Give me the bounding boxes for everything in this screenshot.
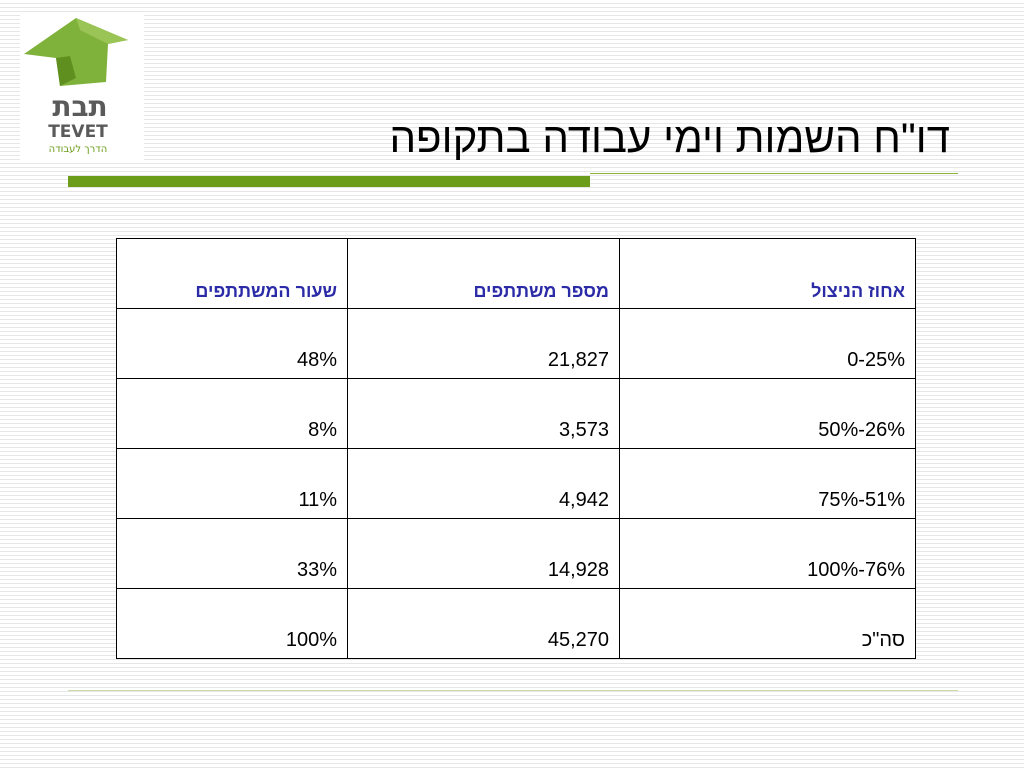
table-row: 75%-51% 4,942 11% — [116, 448, 916, 519]
table-row: 0-25% 21,827 48% — [116, 308, 916, 379]
cell-total-rate: 100% — [116, 588, 348, 659]
cell-total-label: סה"כ — [619, 588, 916, 659]
cell-participant-count: 4,942 — [347, 448, 620, 519]
cell-utilization-range: 0-25% — [619, 308, 916, 379]
cell-participant-rate: 8% — [116, 378, 348, 449]
cell-participant-count: 3,573 — [347, 378, 620, 449]
cell-participant-rate: 33% — [116, 518, 348, 589]
cell-total-count: 45,270 — [347, 588, 620, 659]
title-thin-rule — [590, 173, 958, 174]
cell-participant-rate: 48% — [116, 308, 348, 379]
cell-participant-count: 14,928 — [347, 518, 620, 589]
header-participant-rate: שעור המשתתפים — [116, 238, 348, 309]
tevet-logo: תבת TEVET הדרך לעבודה — [20, 12, 144, 160]
table-header-row: אחוז הניצול מספר משתתפים שעור המשתתפים — [116, 238, 916, 309]
cell-utilization-range: 75%-51% — [619, 448, 916, 519]
house-arrow-logo-icon: תבת TEVET הדרך לעבודה — [24, 18, 128, 155]
logo-latin-name: TEVET — [48, 122, 108, 142]
cell-utilization-range: 100%-76% — [619, 518, 916, 589]
header-utilization-percent: אחוז הניצול — [619, 238, 916, 309]
table-row: 100%-76% 14,928 33% — [116, 518, 916, 589]
title-accent-bar — [68, 176, 590, 187]
header-participant-count: מספר משתתפים — [347, 238, 620, 309]
utilization-table: אחוז הניצול מספר משתתפים שעור המשתתפים 0… — [116, 238, 916, 659]
cell-utilization-range: 50%-26% — [619, 378, 916, 449]
logo-tagline: הדרך לעבודה — [49, 144, 108, 155]
cell-participant-count: 21,827 — [347, 308, 620, 379]
slide-title: דו"ח השמות וימי עבודה בתקופה — [389, 114, 950, 161]
table-total-row: סה"כ 45,270 100% — [116, 588, 916, 659]
logo-hebrew-name: תבת — [52, 90, 107, 123]
cell-participant-rate: 11% — [116, 448, 348, 519]
footer-rule — [68, 690, 958, 691]
table-row: 50%-26% 3,573 8% — [116, 378, 916, 449]
